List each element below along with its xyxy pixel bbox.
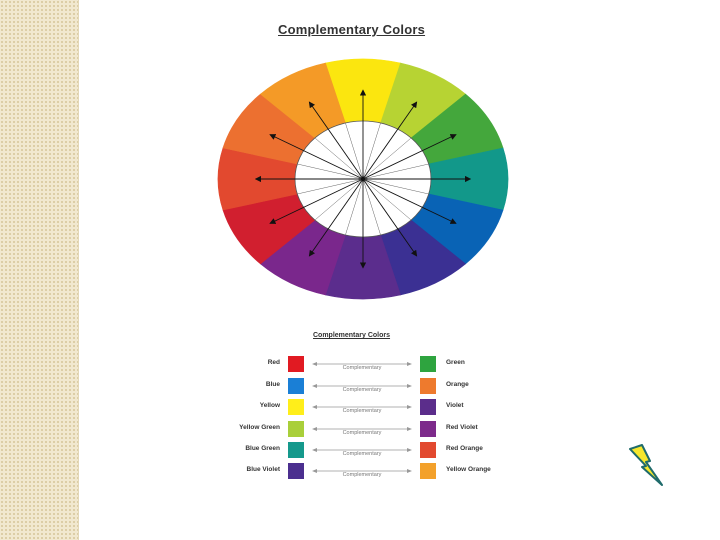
arrow-icon <box>362 178 457 224</box>
arrow-icon <box>308 178 364 257</box>
right-color-name: Green <box>446 359 465 366</box>
right-color-name: Orange <box>446 381 469 388</box>
left-color-name: Blue <box>265 381 280 388</box>
right-color-name: Red Orange <box>446 445 483 452</box>
complementary-label: Complementary <box>342 472 382 478</box>
complementary-label: Complementary <box>342 365 382 371</box>
complementary-label: Complementary <box>342 451 382 457</box>
arrow-icon <box>269 178 364 224</box>
right-color-swatch <box>420 356 436 372</box>
wheel-spoke <box>314 137 364 180</box>
wheel-center-dot <box>360 176 366 182</box>
legend-pair-row: Blue Complementary Orange <box>200 378 540 394</box>
wheel-spoke <box>362 178 412 221</box>
left-color-name: Blue Green <box>245 445 280 452</box>
left-color-swatch <box>288 378 304 394</box>
wheel-spoke <box>362 163 429 180</box>
complementary-label: Complementary <box>342 430 382 436</box>
legend-pair-row: Blue Violet Complementary Yellow Orange <box>200 463 540 479</box>
left-color-swatch <box>288 399 304 415</box>
wheel-spoke <box>297 178 364 195</box>
double-arrow-icon <box>312 405 412 409</box>
wheel-title: Complementary Colors <box>278 22 426 37</box>
wheel-spoke <box>362 178 429 195</box>
left-color-name: Red <box>267 359 280 366</box>
right-color-name: Yellow Orange <box>446 466 491 473</box>
wheel-spoke <box>362 122 381 180</box>
arrow-icon <box>269 134 364 180</box>
double-arrow-icon <box>312 448 412 452</box>
wheel-spoke <box>345 178 364 236</box>
left-color-swatch <box>288 463 304 479</box>
legend-pair-row: Yellow Green Complementary Red Violet <box>200 421 540 437</box>
left-color-swatch <box>288 421 304 437</box>
left-color-name: Yellow Green <box>239 424 280 431</box>
right-color-swatch <box>420 463 436 479</box>
complementary-label: Complementary <box>342 408 382 414</box>
legend-pair-row: Blue Green Complementary Red Orange <box>200 442 540 458</box>
left-color-swatch <box>288 442 304 458</box>
double-arrow-icon <box>312 384 412 388</box>
left-color-name: Blue Violet <box>246 466 280 473</box>
right-color-swatch <box>420 378 436 394</box>
double-arrow-icon <box>312 469 412 473</box>
wheel-spoke <box>345 122 364 180</box>
left-color-swatch <box>288 356 304 372</box>
wheel-spoke <box>297 163 364 180</box>
arrow-icon <box>308 101 364 180</box>
arrow-icon <box>362 134 457 180</box>
complementary-label: Complementary <box>342 387 382 393</box>
color-wheel <box>217 58 509 300</box>
lightning-bolt-icon <box>629 444 663 486</box>
legend-title: Complementary Colors <box>313 332 391 339</box>
wheel-spoke <box>314 178 364 221</box>
left-color-name: Yellow <box>259 402 280 409</box>
right-color-name: Red Violet <box>446 424 478 431</box>
right-color-name: Violet <box>446 402 464 409</box>
arrow-icon <box>362 178 418 257</box>
arrow-icon <box>362 101 418 180</box>
legend-pair-row: Yellow Complementary Violet <box>200 399 540 415</box>
double-arrow-icon <box>312 362 412 366</box>
wheel-spoke <box>362 137 412 180</box>
right-color-swatch <box>420 421 436 437</box>
wheel-spoke <box>362 178 381 236</box>
right-color-swatch <box>420 399 436 415</box>
legend-pair-row: Red Complementary Green <box>200 356 540 372</box>
right-color-swatch <box>420 442 436 458</box>
double-arrow-icon <box>312 427 412 431</box>
decorative-side-strip <box>0 0 79 540</box>
